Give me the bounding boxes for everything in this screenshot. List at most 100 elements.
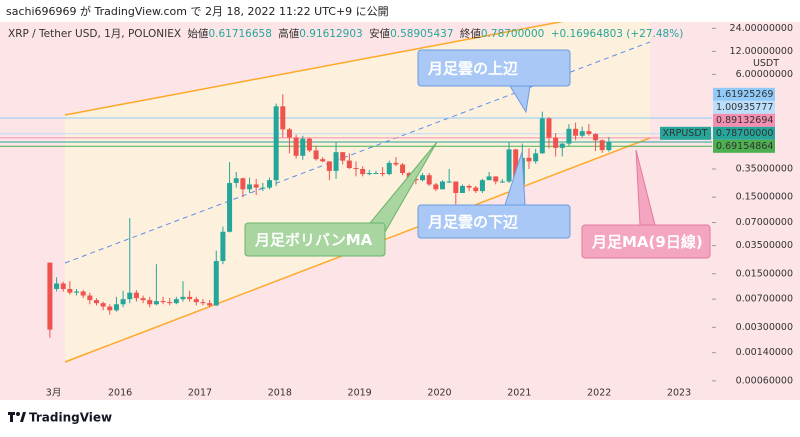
candle-body <box>386 162 392 175</box>
candle-body <box>153 301 159 305</box>
candle-body <box>240 178 246 190</box>
candle-body <box>286 129 292 138</box>
candle-body <box>553 137 559 148</box>
open: 0.61716658 <box>208 28 271 40</box>
price-badge <box>713 126 775 140</box>
candle-body <box>227 182 233 232</box>
candle-body <box>187 296 193 300</box>
candle-body <box>133 292 139 299</box>
y-tick-label: 24.00000000 <box>730 23 793 34</box>
footer-background <box>0 400 800 433</box>
brand-logo <box>8 412 26 422</box>
axes: 24.00000000 12.00000000 6.00000000 0.350000… <box>46 23 793 399</box>
symbol-label: XRPUSDT <box>663 128 708 139</box>
annotation-box <box>417 49 571 87</box>
candle-body <box>579 131 585 136</box>
candle-body <box>499 181 505 183</box>
candle-body <box>266 180 272 188</box>
candle-body <box>446 181 452 183</box>
candle-body <box>486 176 492 181</box>
candle-body <box>559 143 565 148</box>
candle-body <box>420 175 426 181</box>
price-label: 0.69154864 <box>716 141 773 152</box>
annotation: 月足ボリバンMA <box>254 231 373 249</box>
candle-body <box>207 303 213 306</box>
y-tick-label: 0.00300000 <box>736 322 793 333</box>
candle-body <box>74 291 80 293</box>
brand: TradingView <box>29 411 112 425</box>
candle-body <box>400 164 406 174</box>
y-tick-label: 0.03500000 <box>736 240 793 251</box>
candle-body <box>54 283 60 289</box>
candle-body <box>346 160 352 169</box>
close: 0.78700000 <box>481 28 544 40</box>
x-tick-label: 2020 <box>427 388 451 399</box>
candle-body <box>473 187 479 192</box>
high-label: 高値 <box>278 27 299 40</box>
y-tick-label: 0.00060000 <box>736 375 793 386</box>
candle-body <box>127 292 133 300</box>
candle-body <box>93 300 99 304</box>
candle-body <box>107 306 113 311</box>
high: 0.91612903 <box>299 28 362 40</box>
candle-body <box>433 184 439 190</box>
x-tick-label: 2018 <box>268 388 292 399</box>
candle-body <box>67 288 73 293</box>
candle-body <box>513 149 519 185</box>
candles <box>47 94 612 338</box>
x-tick-label: 2016 <box>108 388 132 399</box>
candle-body <box>213 261 219 306</box>
candle-body <box>506 149 512 182</box>
y-tick-label: 0.35000000 <box>736 163 793 174</box>
y-tick-label: 12.00000000 <box>730 46 793 57</box>
candle-body <box>593 134 599 141</box>
candle-body <box>60 283 66 289</box>
candle-body <box>293 137 299 156</box>
candle-body <box>47 262 53 330</box>
candle-body <box>373 173 379 175</box>
candle-body <box>87 295 93 301</box>
candle-body <box>306 138 312 151</box>
y-tick-label: 0.07000000 <box>736 217 793 228</box>
candle-body <box>140 298 146 301</box>
y-tick-label: 0.00700000 <box>736 294 793 305</box>
candle-body <box>340 152 346 161</box>
candle-body <box>533 153 539 162</box>
candle-body <box>253 184 259 188</box>
candle-body <box>326 161 332 171</box>
candle-body <box>113 304 119 311</box>
candle-body <box>453 181 459 193</box>
legend: XRP / Tether USD, 1月, POLONIEX 始値0.61716… <box>8 27 683 40</box>
annotation: 月足雲の上辺 <box>427 60 519 78</box>
candle-body <box>233 178 239 183</box>
candle-body <box>366 173 372 175</box>
y-tick-label: 6.00000000 <box>736 69 793 80</box>
candle-body <box>320 159 326 162</box>
candle-body <box>100 303 106 307</box>
change: +0.16964803 (+27.48%) <box>551 28 684 40</box>
channel-fill <box>65 22 650 362</box>
x-tick-label: 2021 <box>507 388 531 399</box>
price-badge <box>713 139 775 153</box>
candle-body <box>466 185 472 188</box>
candle-body <box>493 176 499 182</box>
candle-body <box>393 162 399 165</box>
candle-body <box>200 302 206 304</box>
candle-body <box>260 187 266 189</box>
symbol-badge <box>660 126 711 140</box>
y-unit: USDT <box>753 58 779 69</box>
x-tick-label: 2022 <box>587 388 611 399</box>
candle-body <box>333 152 339 171</box>
header-background <box>0 0 800 22</box>
candle-body <box>459 185 465 193</box>
symbol: XRP / Tether USD, 1月, POLONIEX <box>8 28 181 40</box>
candle-body <box>606 142 612 151</box>
candle-body <box>193 299 199 303</box>
price-label: 1.00935777 <box>716 102 773 113</box>
callouts <box>369 85 656 233</box>
price-label: 1.61925269 <box>716 89 773 100</box>
candle-body <box>353 168 359 170</box>
annotation-box <box>417 204 571 239</box>
